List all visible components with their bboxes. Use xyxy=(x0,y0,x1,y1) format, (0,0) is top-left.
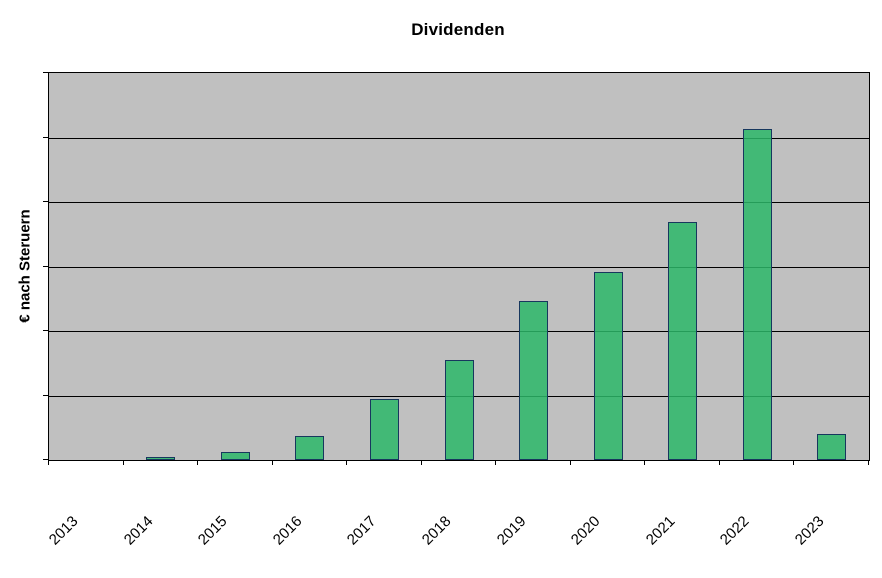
x-tick xyxy=(271,460,273,465)
bar-2023 xyxy=(817,434,847,460)
y-tick xyxy=(43,136,48,138)
x-tick xyxy=(48,460,49,465)
x-axis-label-2019: 2019 xyxy=(493,512,529,549)
bar-2020 xyxy=(593,272,623,460)
y-tick xyxy=(43,394,48,396)
bar-2018 xyxy=(444,360,474,460)
x-axis-label-2016: 2016 xyxy=(269,512,306,549)
x-tick xyxy=(868,460,869,465)
bar-2015 xyxy=(220,451,250,460)
x-tick xyxy=(197,460,199,465)
gridline xyxy=(49,137,869,139)
bar-2019 xyxy=(519,300,549,460)
x-tick xyxy=(346,460,348,465)
bar-2016 xyxy=(295,435,325,460)
gridline xyxy=(49,266,869,268)
x-axis-label-2014: 2014 xyxy=(120,512,157,549)
y-tick xyxy=(43,72,48,73)
gridline xyxy=(49,331,869,332)
x-axis-label-2020: 2020 xyxy=(567,512,604,549)
x-tick xyxy=(420,460,422,465)
gridline xyxy=(49,202,869,203)
y-tick xyxy=(43,201,48,202)
x-axis-label-2018: 2018 xyxy=(418,512,455,549)
y-tick xyxy=(43,265,48,267)
x-tick xyxy=(644,460,646,465)
plot-area xyxy=(48,72,870,461)
x-axis-label-2013: 2013 xyxy=(46,512,82,549)
chart-title: Dividenden xyxy=(411,20,505,39)
x-axis-label-2021: 2021 xyxy=(642,512,679,549)
bar-2017 xyxy=(369,398,399,460)
x-axis-label-2022: 2022 xyxy=(717,512,753,549)
bar-2022 xyxy=(742,129,772,460)
bar-2014 xyxy=(146,457,176,460)
x-axis-label-2017: 2017 xyxy=(344,512,380,549)
x-tick xyxy=(495,460,497,465)
y-axis-label: € nach Steruern xyxy=(16,209,34,323)
x-tick xyxy=(569,460,571,465)
y-tick xyxy=(43,459,48,460)
bar-2021 xyxy=(668,222,698,460)
x-axis-label-2023: 2023 xyxy=(791,512,828,549)
x-tick xyxy=(122,460,124,465)
x-tick xyxy=(793,460,795,465)
x-tick xyxy=(718,460,720,465)
y-tick xyxy=(43,330,48,331)
x-axis-label-2015: 2015 xyxy=(195,512,231,549)
